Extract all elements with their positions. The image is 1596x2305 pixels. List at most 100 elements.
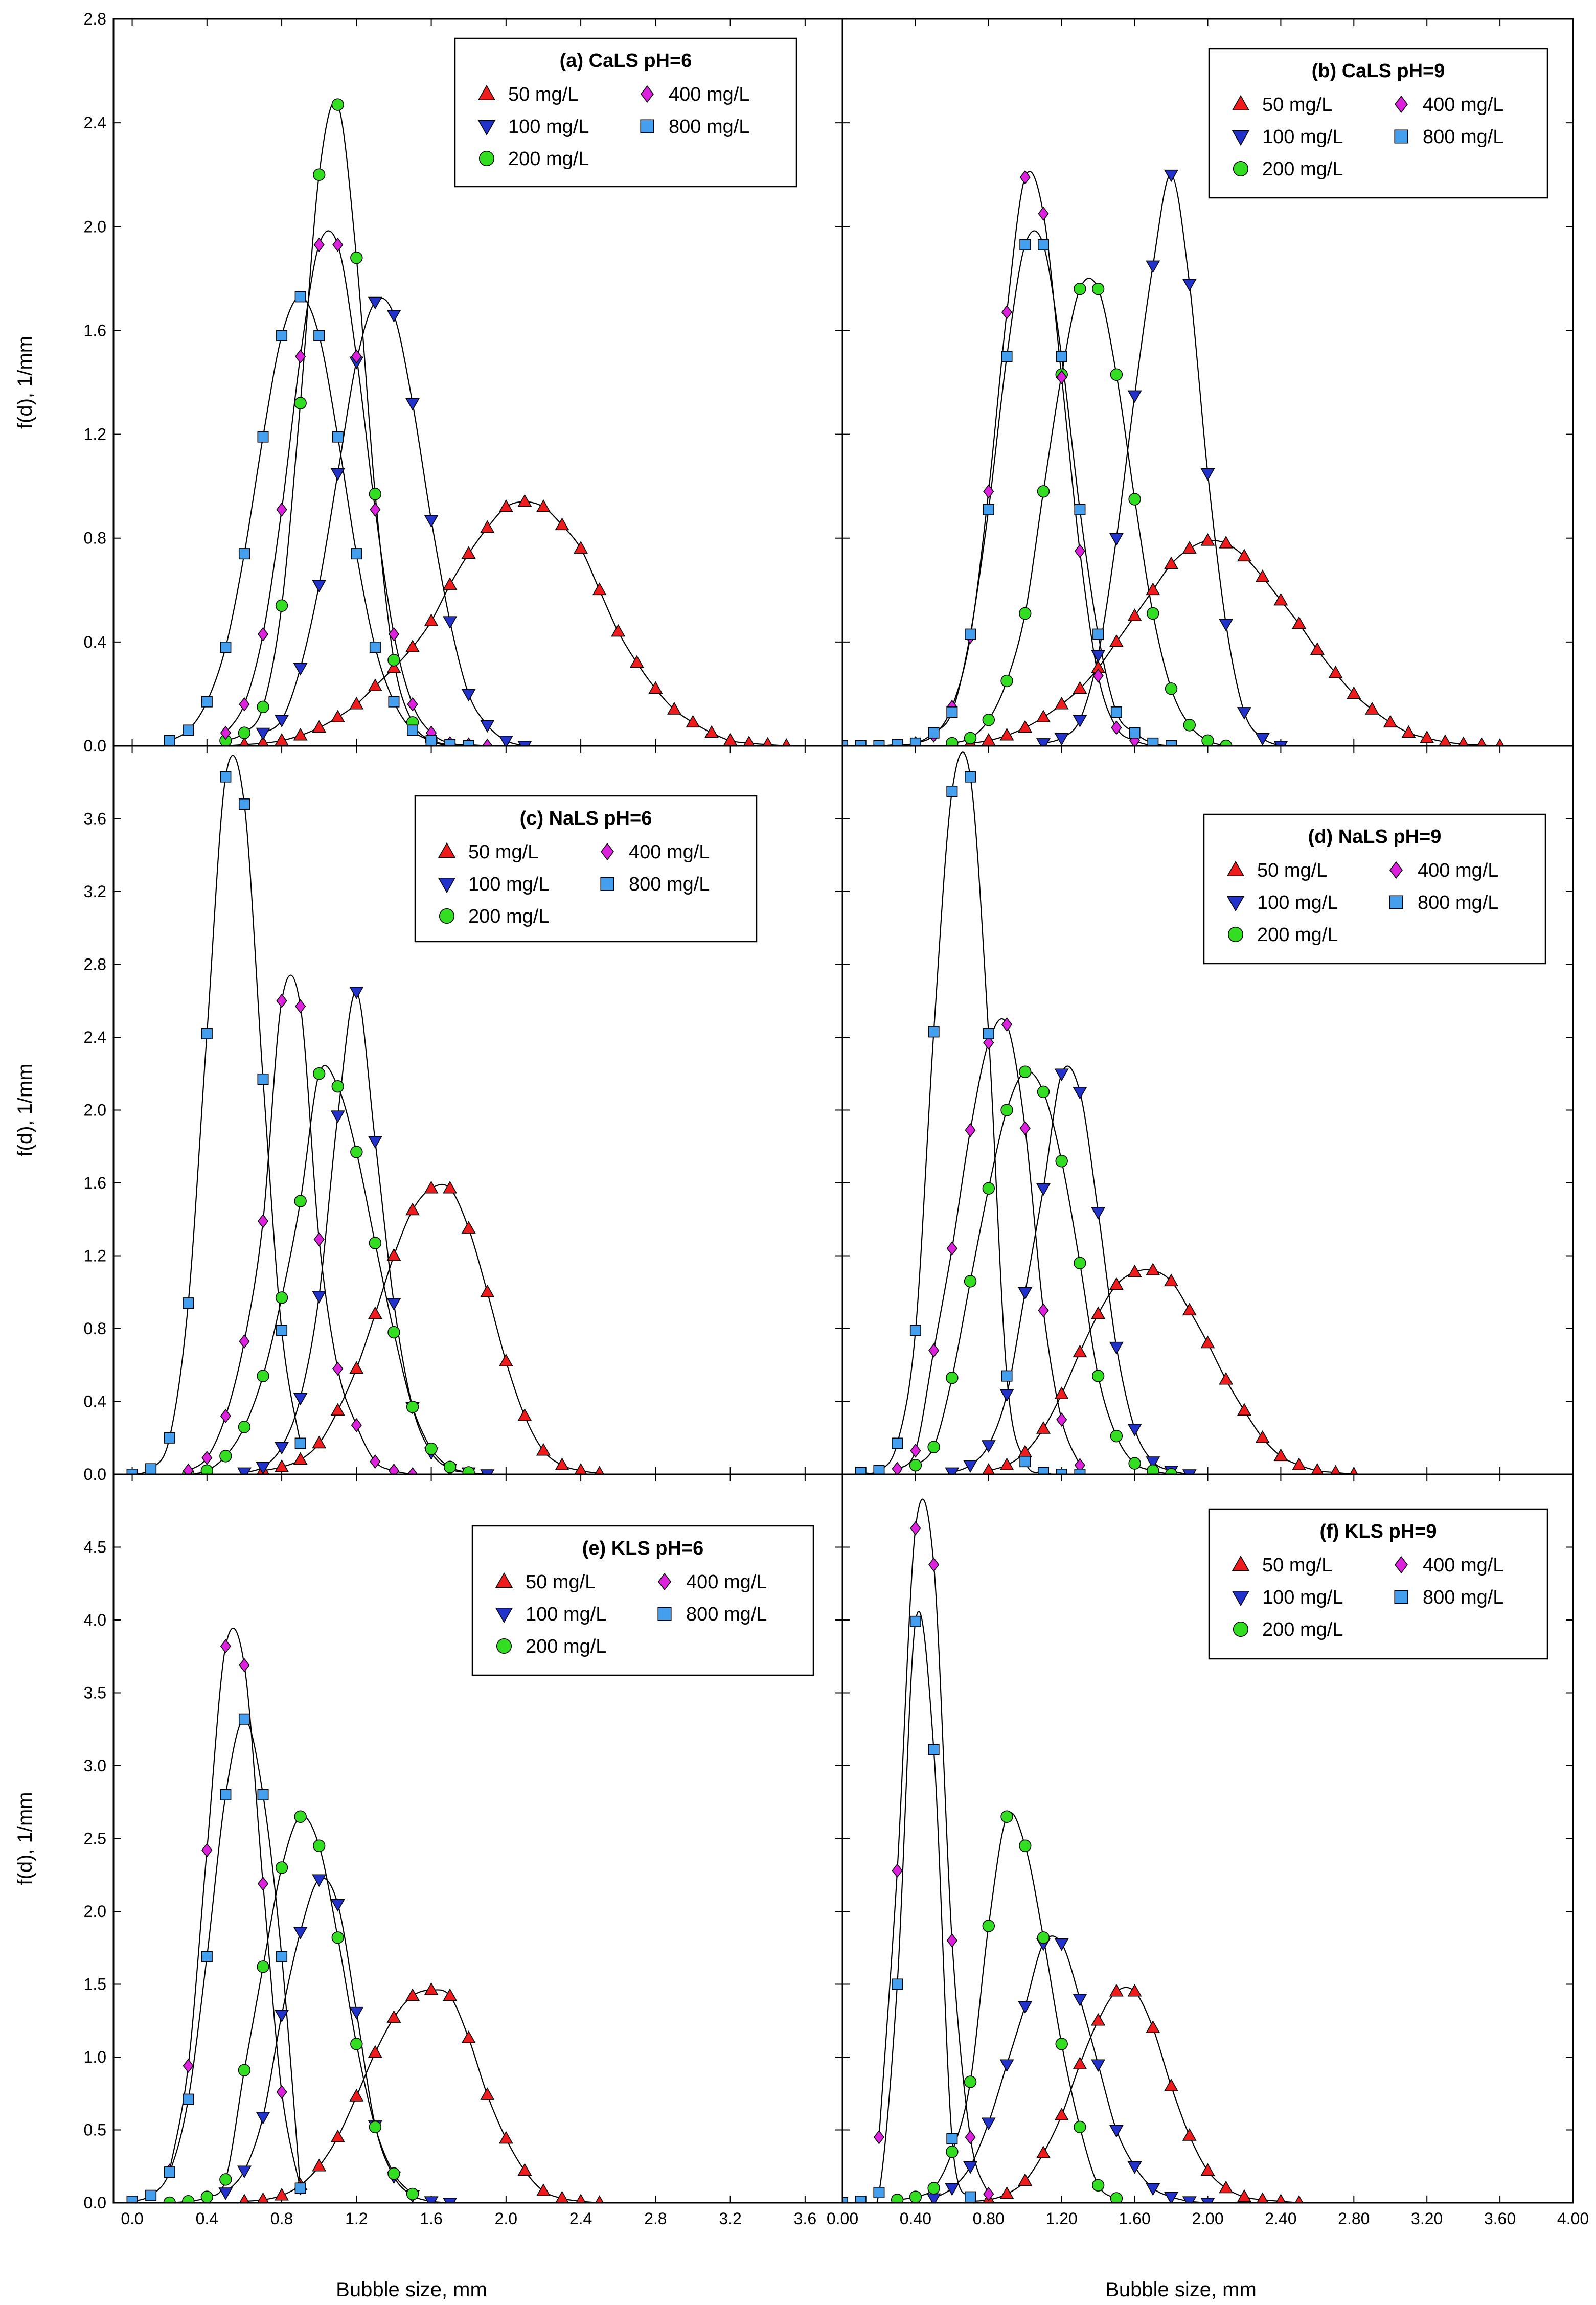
data-point	[443, 577, 458, 590]
data-point	[1037, 1085, 1050, 1099]
legend-label: 50 mg/L	[508, 84, 578, 105]
legend-marker	[1389, 895, 1403, 909]
data-point	[1036, 738, 1051, 746]
data-point	[406, 1400, 419, 1413]
y-tick-label: 1.0	[84, 2048, 106, 2066]
data-point	[1164, 556, 1179, 569]
data-point	[842, 2197, 848, 2203]
data-point	[164, 2166, 175, 2178]
x-tick-label: 0.0	[121, 2209, 143, 2228]
legend-label: 200 mg/L	[468, 906, 549, 927]
data-point	[498, 2131, 513, 2144]
data-point	[946, 1241, 957, 1256]
data-point	[312, 580, 327, 592]
legend-title: (a) CaLS pH=6	[560, 50, 692, 72]
data-point	[1129, 733, 1141, 746]
data-point	[855, 2196, 867, 2203]
data-point	[1018, 2173, 1033, 2186]
data-point	[257, 1876, 269, 1891]
data-point	[257, 1073, 269, 1085]
data-point	[275, 2187, 289, 2201]
legend-marker	[600, 877, 614, 891]
data-point	[201, 1843, 213, 1858]
data-point	[424, 613, 439, 627]
series-group	[842, 169, 1504, 746]
x-tick-label: 1.2	[345, 2209, 368, 2228]
x-tick-label: 0.80	[973, 2209, 1005, 2228]
data-point	[275, 715, 289, 728]
data-point	[368, 678, 382, 691]
data-point	[294, 397, 307, 409]
data-point	[330, 2129, 345, 2142]
data-point	[999, 1457, 1014, 1470]
data-point	[368, 296, 382, 310]
data-point	[1347, 686, 1361, 699]
legend-marker	[640, 85, 654, 103]
x-tick-label: 2.8	[644, 2209, 667, 2228]
data-point	[239, 737, 249, 746]
legend-marker	[438, 842, 456, 858]
data-point	[1146, 582, 1160, 596]
data-point	[909, 1615, 921, 1627]
legend-label: 200 mg/L	[508, 148, 589, 170]
data-point	[1019, 239, 1031, 250]
data-point	[928, 1557, 940, 1572]
panel-c: 0.0 0.4 0.8 1.2 1.6 2.0 2.4 2.8 3.2 3.6 f(d), 1/mm…	[14, 745, 843, 1484]
x-tick-label: 0.40	[900, 2209, 931, 2228]
data-point	[294, 291, 306, 303]
data-point	[1073, 1087, 1087, 1100]
data-point	[349, 1361, 364, 1374]
legend-marker	[1394, 1590, 1408, 1604]
data-point	[443, 616, 458, 629]
data-point	[1091, 2179, 1105, 2192]
data-point	[351, 548, 362, 560]
legend-marker	[657, 1607, 672, 1621]
legend-title: (f) KLS pH=9	[1319, 1521, 1437, 1542]
data-point	[999, 2059, 1014, 2072]
y-axis-title: f(d), 1/mm	[14, 1792, 36, 1885]
data-point	[388, 627, 400, 642]
legend-marker	[1389, 861, 1403, 879]
data-point	[1091, 282, 1105, 295]
data-point	[1018, 720, 1033, 733]
data-point	[1165, 682, 1178, 695]
data-point	[1237, 2189, 1251, 2202]
data-point	[238, 548, 250, 560]
data-point	[1055, 2038, 1068, 2050]
data-point	[1182, 1469, 1197, 1474]
y-tick-label: 2.0	[84, 1101, 106, 1120]
data-point	[275, 599, 288, 612]
data-point	[330, 710, 345, 722]
legend-box	[454, 37, 797, 188]
data-point	[982, 1182, 995, 1195]
data-point	[276, 2085, 287, 2099]
series-group	[855, 751, 1358, 1474]
data-point	[927, 2182, 940, 2195]
data-point	[1001, 1370, 1013, 1382]
data-point	[256, 1462, 270, 1474]
data-point	[387, 1326, 400, 1339]
data-point	[257, 1214, 269, 1228]
data-point	[1477, 737, 1487, 746]
data-point	[873, 1465, 885, 1474]
data-point	[386, 660, 401, 673]
legend: (a) CaLS pH=6 50 mg/L 100 mg/L 200 mg/L 400 …	[454, 37, 797, 188]
data-point	[536, 1443, 551, 1456]
data-point	[983, 1035, 994, 1050]
legend-title: (d) NaLS pH=9	[1308, 826, 1442, 848]
data-point	[1000, 1104, 1013, 1116]
data-point	[1182, 279, 1197, 291]
legend-marker	[600, 842, 614, 861]
data-point	[1019, 1456, 1031, 1468]
data-point	[201, 1451, 213, 1465]
data-point	[1273, 1448, 1288, 1462]
data-point	[294, 1810, 307, 1823]
data-point	[370, 502, 381, 517]
legend-label: 200 mg/L	[1262, 158, 1343, 180]
data-point	[406, 2187, 419, 2201]
legend-box	[1208, 48, 1548, 199]
data-point	[892, 1437, 903, 1449]
data-point	[1074, 504, 1086, 515]
data-point	[892, 1462, 903, 1474]
data-point	[443, 1180, 458, 1194]
